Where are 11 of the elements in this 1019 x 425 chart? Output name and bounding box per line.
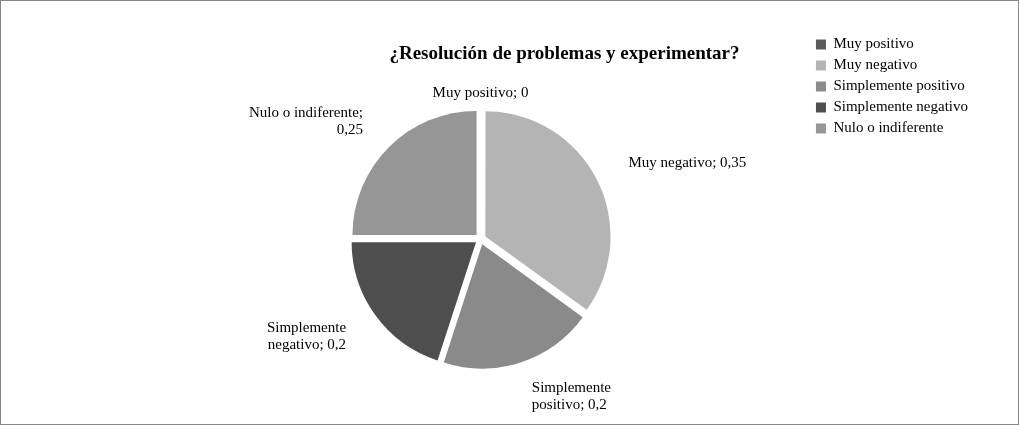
legend-label: Muy positivo: [833, 35, 914, 52]
legend-label: Muy negativo: [833, 56, 918, 73]
legend-label: Simplemente positivo: [833, 77, 965, 94]
legend-label: Simplemente negativo: [833, 98, 969, 115]
data-label: Nulo o indiferente; 0,25: [248, 103, 364, 137]
data-label: Simplemente negativo; 0,2: [266, 318, 347, 352]
legend-label: Nulo o indiferente: [833, 119, 944, 136]
chart-title: ¿Resolución de problemas y experimentar?: [389, 42, 740, 64]
text: Muy positivo; 0: [432, 83, 529, 100]
data-label: Simplemente positivo; 0,2: [531, 379, 612, 413]
data-label: Muy negativo; 0,35: [628, 154, 747, 171]
